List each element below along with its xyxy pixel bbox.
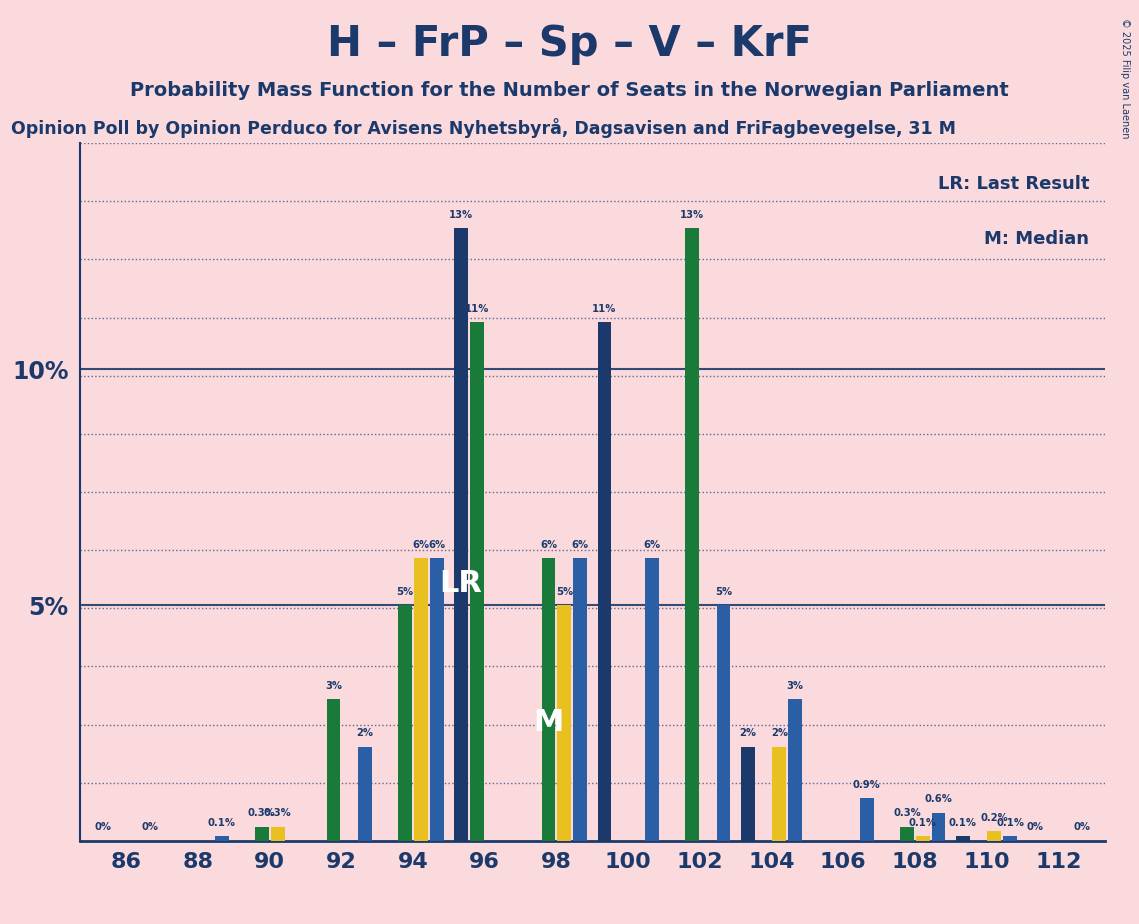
Bar bbox=[573, 558, 587, 841]
Bar bbox=[1003, 836, 1017, 841]
Text: 0.9%: 0.9% bbox=[853, 780, 880, 790]
Text: 0%: 0% bbox=[1026, 822, 1043, 833]
Text: 0.1%: 0.1% bbox=[949, 818, 977, 828]
Text: 2%: 2% bbox=[739, 728, 756, 738]
Text: 2%: 2% bbox=[357, 728, 374, 738]
Text: 6%: 6% bbox=[644, 540, 661, 550]
Text: 5%: 5% bbox=[556, 587, 573, 597]
Bar bbox=[454, 228, 468, 841]
Bar bbox=[788, 699, 802, 841]
Text: 0.1%: 0.1% bbox=[207, 818, 236, 828]
Bar bbox=[557, 605, 572, 841]
Text: 2%: 2% bbox=[771, 728, 788, 738]
Text: 6%: 6% bbox=[412, 540, 429, 550]
Text: LR: LR bbox=[440, 569, 483, 598]
Bar bbox=[900, 827, 913, 841]
Text: 0.2%: 0.2% bbox=[981, 813, 1008, 823]
Text: M: Median: M: Median bbox=[984, 230, 1089, 249]
Bar bbox=[399, 605, 412, 841]
Text: 13%: 13% bbox=[680, 210, 704, 220]
Text: Opinion Poll by Opinion Perduco for Avisens Nyhetsbyrå, Dagsavisen and FriFagbev: Opinion Poll by Opinion Perduco for Avis… bbox=[11, 118, 957, 139]
Bar bbox=[716, 605, 730, 841]
Text: 0%: 0% bbox=[141, 822, 158, 833]
Text: 0.3%: 0.3% bbox=[248, 808, 276, 819]
Bar bbox=[598, 322, 612, 841]
Text: 6%: 6% bbox=[540, 540, 557, 550]
Bar bbox=[429, 558, 444, 841]
Bar bbox=[271, 827, 285, 841]
Bar bbox=[215, 836, 229, 841]
Text: 6%: 6% bbox=[572, 540, 589, 550]
Bar bbox=[932, 812, 945, 841]
Text: 0.6%: 0.6% bbox=[925, 794, 952, 804]
Text: 6%: 6% bbox=[428, 540, 445, 550]
Bar bbox=[685, 228, 699, 841]
Bar bbox=[327, 699, 341, 841]
Bar bbox=[645, 558, 658, 841]
Bar bbox=[255, 827, 269, 841]
Bar bbox=[956, 836, 969, 841]
Bar bbox=[358, 747, 372, 841]
Text: 0.3%: 0.3% bbox=[893, 808, 920, 819]
Text: H – FrP – Sp – V – KrF: H – FrP – Sp – V – KrF bbox=[327, 23, 812, 65]
Text: 0.1%: 0.1% bbox=[909, 818, 936, 828]
Text: 3%: 3% bbox=[325, 681, 342, 691]
Text: Probability Mass Function for the Number of Seats in the Norwegian Parliament: Probability Mass Function for the Number… bbox=[130, 81, 1009, 101]
Bar bbox=[772, 747, 786, 841]
Text: M: M bbox=[533, 708, 564, 736]
Text: 0%: 0% bbox=[95, 822, 112, 833]
Bar bbox=[916, 836, 929, 841]
Text: 5%: 5% bbox=[715, 587, 732, 597]
Text: 13%: 13% bbox=[449, 210, 473, 220]
Text: LR: Last Result: LR: Last Result bbox=[937, 175, 1089, 192]
Text: 0%: 0% bbox=[1073, 822, 1090, 833]
Bar bbox=[413, 558, 428, 841]
Bar bbox=[470, 322, 484, 841]
Text: 0.1%: 0.1% bbox=[997, 818, 1024, 828]
Bar bbox=[860, 798, 874, 841]
Text: 3%: 3% bbox=[787, 681, 804, 691]
Text: 0.3%: 0.3% bbox=[264, 808, 292, 819]
Text: © 2025 Filip van Laenen: © 2025 Filip van Laenen bbox=[1121, 18, 1130, 139]
Bar bbox=[988, 832, 1001, 841]
Text: 5%: 5% bbox=[396, 587, 413, 597]
Text: 11%: 11% bbox=[465, 304, 489, 314]
Text: 11%: 11% bbox=[592, 304, 616, 314]
Bar bbox=[542, 558, 556, 841]
Bar bbox=[740, 747, 755, 841]
